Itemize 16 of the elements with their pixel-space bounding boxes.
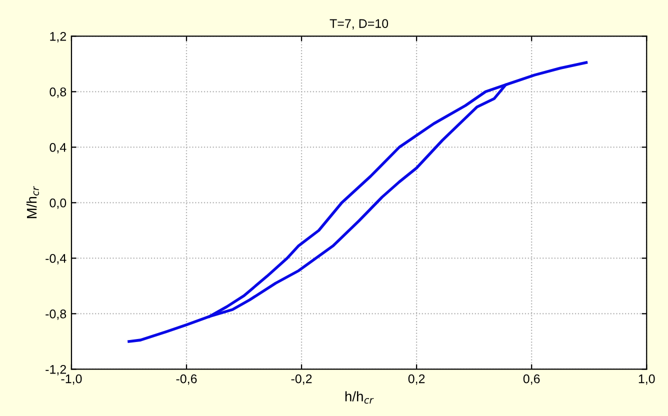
x-tick-label: 1,0 — [638, 374, 655, 385]
x-tick-label: 0,6 — [523, 374, 540, 385]
x-tick-label: -1,0 — [61, 374, 82, 385]
y-tick-label: 0,4 — [50, 142, 66, 154]
y-tick-label: -1,2 — [46, 365, 66, 376]
x-axis-title: h/h$_{cr}$ — [345, 391, 374, 404]
y-tick-label: 0,8 — [50, 87, 66, 98]
x-tick-label: -0,2 — [291, 374, 312, 385]
y-tick-label: 0,0 — [50, 198, 66, 209]
x-tick-label: -0,6 — [176, 374, 197, 385]
chart-title: T=7, D=10 — [330, 19, 388, 30]
x-tick-label: 0,2 — [408, 374, 425, 385]
y-tick-label: -0,8 — [46, 310, 66, 320]
y-tick-label: 1,2 — [50, 32, 66, 42]
y-axis-title: M/h$_{cr}$ — [26, 186, 39, 218]
y-tick-label: -0,4 — [46, 254, 66, 264]
